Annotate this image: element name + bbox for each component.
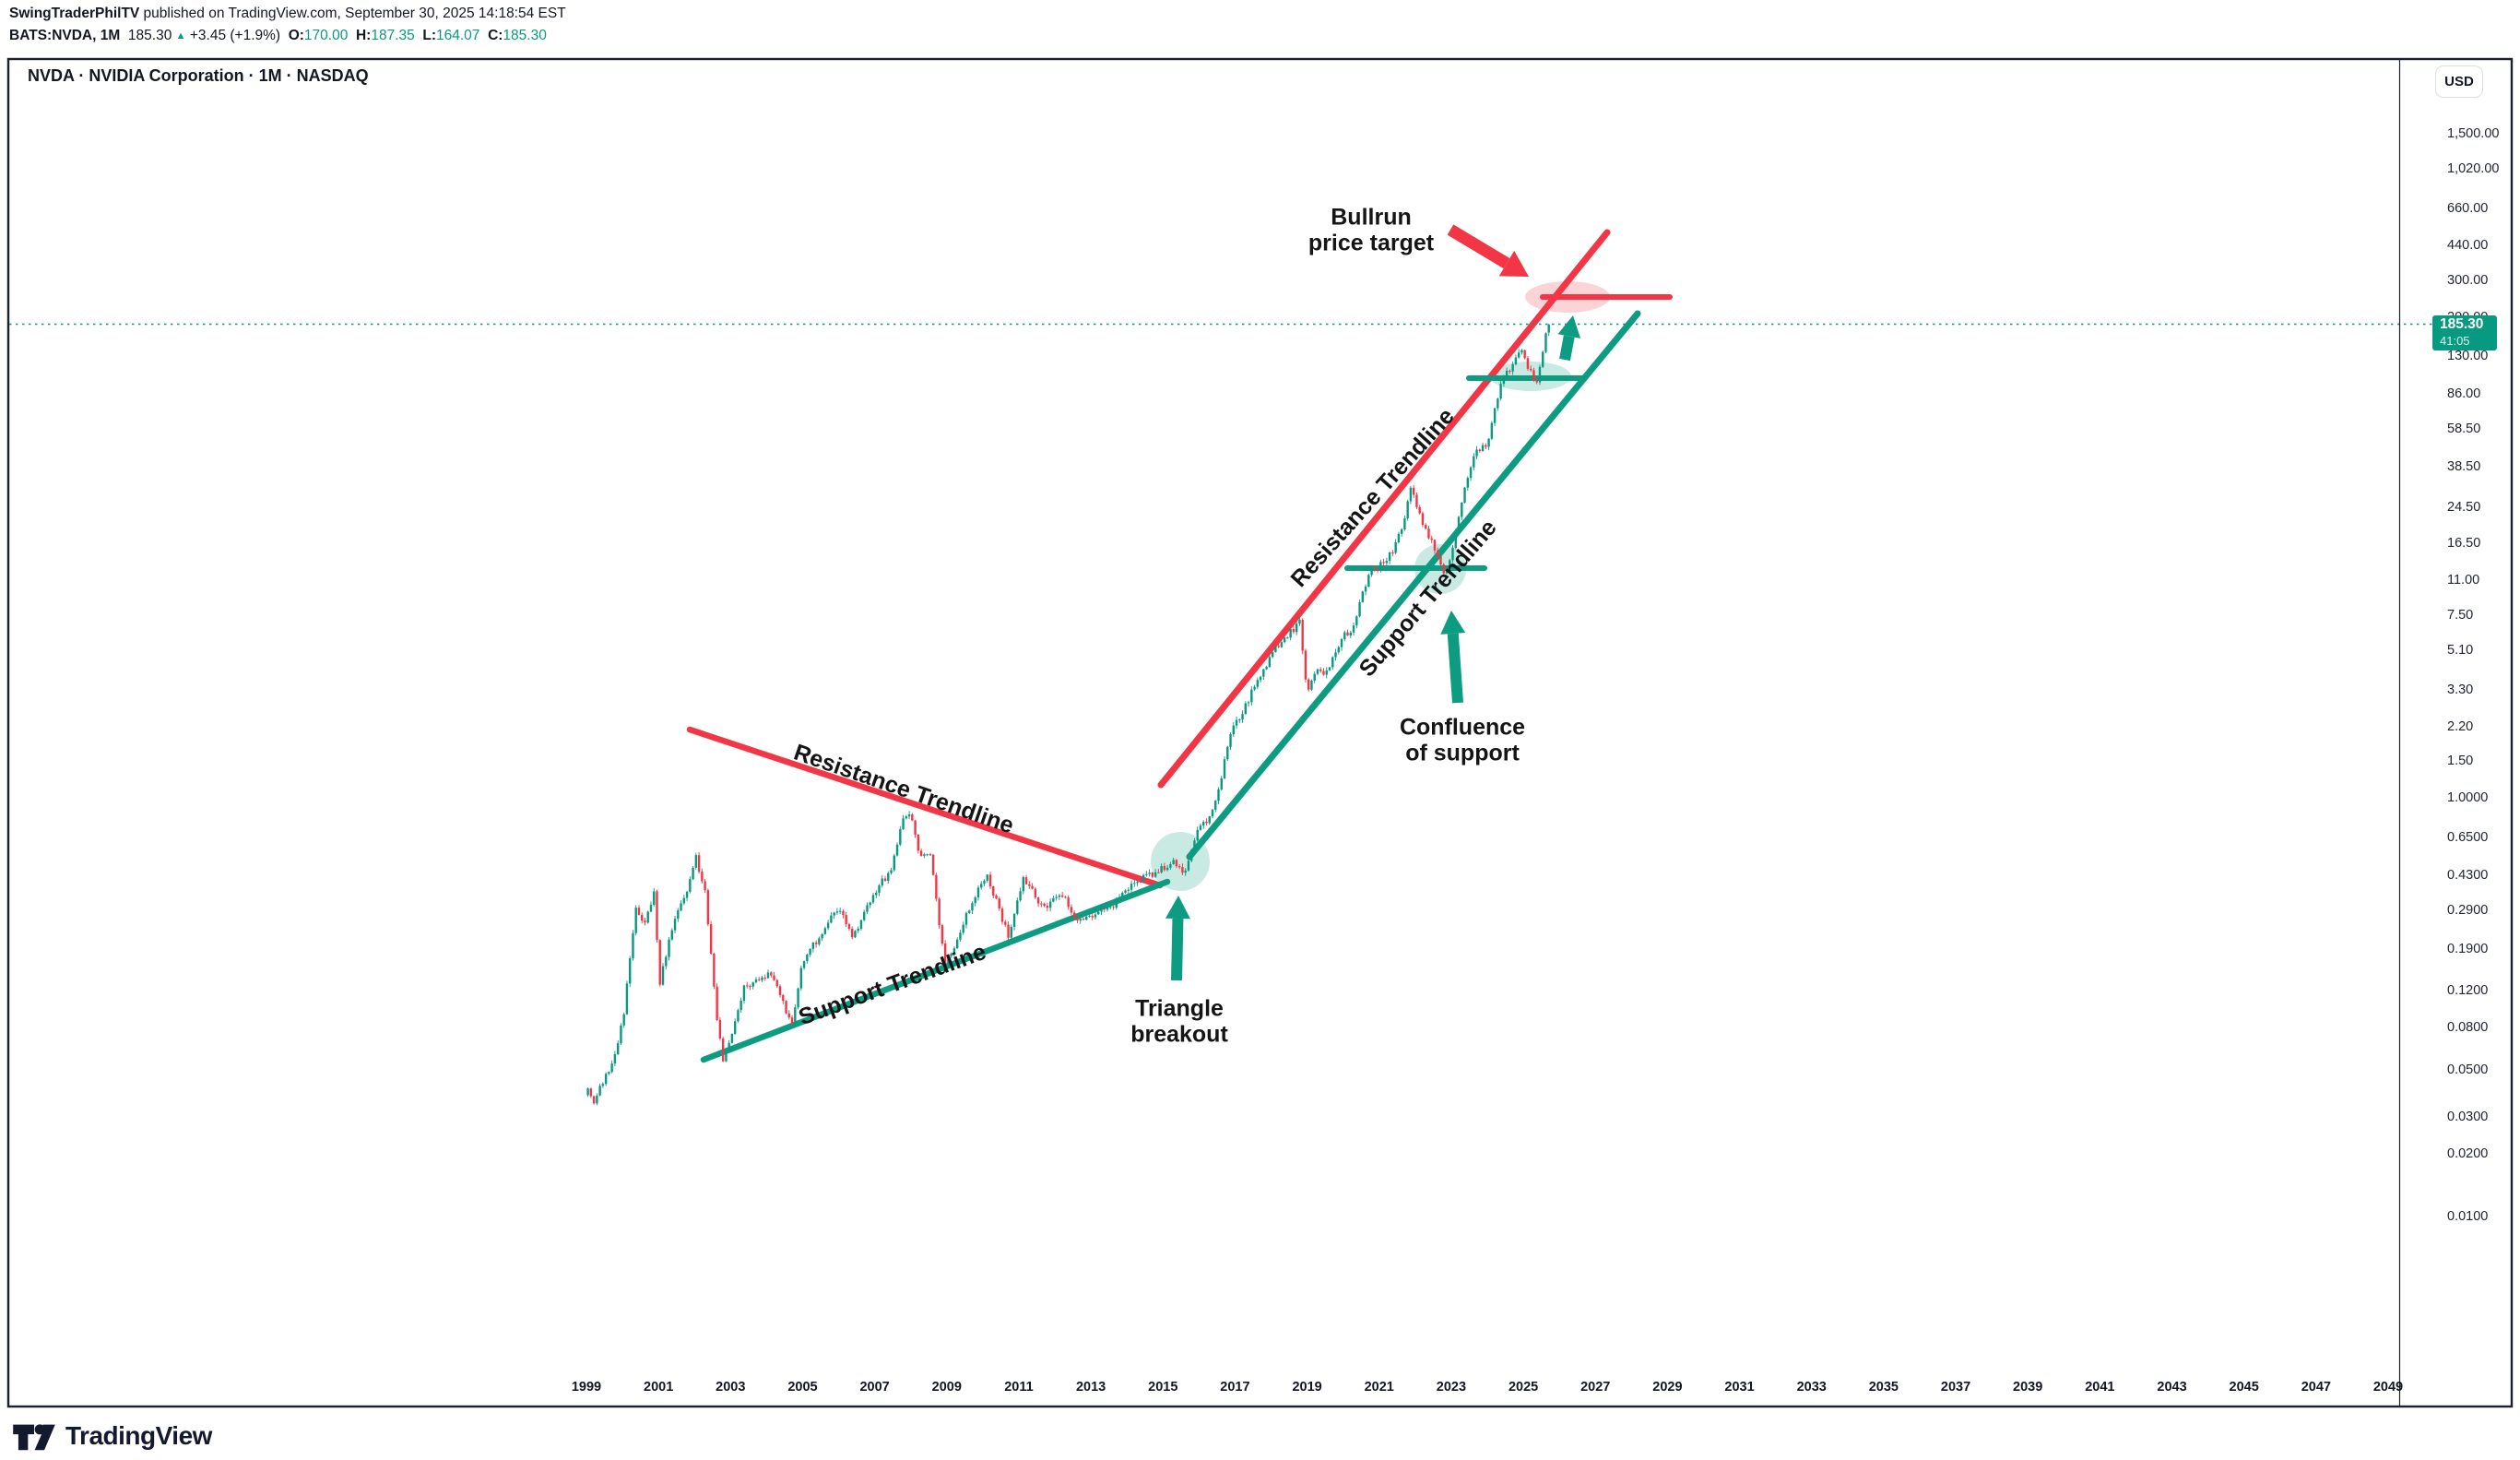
year-tick-label: 2007 — [859, 1380, 890, 1395]
price-tick-label: 660.00 — [2447, 200, 2489, 216]
price-tick-label: 0.4300 — [2447, 867, 2489, 883]
channel-resistance-line — [1157, 229, 1611, 789]
confluence-arrow-head — [1440, 611, 1466, 635]
price-tick-label: 0.1900 — [2447, 941, 2489, 956]
price-tick-label: 16.50 — [2447, 536, 2481, 552]
confluence-of-support-label: Confluence of support — [1399, 714, 1526, 766]
published-header: SwingTraderPhilTV published on TradingVi… — [9, 6, 566, 22]
year-tick-label: 2049 — [2372, 1380, 2404, 1395]
open-value: 170.00 — [303, 28, 349, 43]
price-tick-label: 58.50 — [2447, 421, 2481, 436]
price-tick-label: 1,020.00 — [2447, 161, 2500, 177]
currency-button[interactable]: USD — [2435, 65, 2483, 98]
low-label: L: — [422, 28, 437, 43]
year-tick-label: 2017 — [1220, 1380, 1250, 1395]
price-tick-label: 0.0100 — [2447, 1209, 2489, 1224]
candlestick-series — [586, 323, 1550, 1106]
high-label: H: — [355, 28, 372, 43]
price-tick-label: 0.0300 — [2447, 1109, 2489, 1124]
close-value: 185.30 — [503, 28, 547, 43]
year-tick-label: 2005 — [787, 1380, 818, 1395]
momentum-arrow-head — [1557, 315, 1581, 338]
symbol-interval: BATS:NVDA, 1M — [9, 28, 121, 43]
price-tick-label: 7.50 — [2447, 607, 2474, 623]
price-tick-label: 0.6500 — [2447, 829, 2489, 845]
year-tick-label: 2043 — [2157, 1380, 2187, 1395]
price-tick-label: 3.30 — [2447, 682, 2474, 697]
price-tick-label: 440.00 — [2447, 237, 2489, 253]
price-tick-label: 5.10 — [2447, 642, 2474, 658]
year-tick-label: 2029 — [1652, 1380, 1683, 1395]
year-tick-label: 2023 — [1436, 1380, 1467, 1395]
price-tick-label: 86.00 — [2447, 386, 2481, 401]
year-tick-label: 1999 — [571, 1380, 602, 1395]
close-label: C: — [488, 28, 503, 43]
bullrun-price-target-label: Bullrun price target — [1307, 204, 1435, 255]
year-tick-label: 2037 — [1940, 1380, 1971, 1395]
bullrun-arrow-head — [1498, 250, 1529, 277]
year-tick-label: 2033 — [1796, 1380, 1827, 1395]
year-tick-label: 2041 — [2085, 1380, 2115, 1395]
confluence-arrow — [1447, 633, 1463, 704]
year-tick-label: 2019 — [1292, 1380, 1322, 1395]
bar-countdown: 41:05 — [2440, 334, 2470, 348]
publisher-name: SwingTraderPhilTV — [9, 6, 140, 21]
year-tick-label: 2027 — [1580, 1380, 1611, 1395]
up-arrow-icon: ▲ — [175, 30, 186, 42]
chart-frame — [6, 57, 2514, 1408]
tradingview-logo-text: TradingView — [65, 1421, 212, 1450]
price-tick-label: 1.50 — [2447, 754, 2474, 769]
triangle-resistance-line — [686, 726, 1164, 889]
year-tick-label: 2001 — [644, 1380, 674, 1395]
open-label: O: — [288, 28, 304, 43]
year-tick-label: 2013 — [1075, 1380, 1106, 1395]
price-tick-label: 11.00 — [2447, 573, 2480, 588]
year-tick-label: 2015 — [1148, 1380, 1178, 1395]
published-info: published on TradingView.com, September … — [139, 6, 566, 21]
year-tick-label: 2039 — [2013, 1380, 2043, 1395]
symbol-ohlc-bar: BATS:NVDA, 1M 185.30 ▲ +3.45 (+1.9%) O:1… — [9, 28, 547, 44]
price-tick-label: 0.0500 — [2447, 1062, 2489, 1078]
price-change: +3.45 (+1.9%) — [189, 28, 281, 43]
year-tick-label: 2035 — [1868, 1380, 1899, 1395]
price-tick-label: 24.50 — [2447, 500, 2481, 516]
triangle-breakout-label: Triangle breakout — [1130, 995, 1228, 1047]
year-tick-label: 2003 — [716, 1380, 746, 1395]
year-tick-label: 2009 — [931, 1380, 962, 1395]
price-tick-label: 1.0000 — [2447, 790, 2489, 806]
current-price-value: 185.30 — [2440, 316, 2484, 332]
bullrun-arrow — [1447, 224, 1510, 269]
year-tick-label: 2021 — [1364, 1380, 1394, 1395]
chart-title: NVDA · NVIDIA Corporation · 1M · NASDAQ — [28, 66, 369, 85]
triangle-support-line — [700, 878, 1171, 1063]
price-tick-label: 1,500.00 — [2447, 126, 2500, 142]
price-tick-label: 0.0200 — [2447, 1145, 2489, 1161]
high-value: 187.35 — [371, 28, 415, 43]
year-tick-label: 2011 — [1004, 1380, 1034, 1395]
channel-support-line — [1186, 310, 1641, 861]
breakout-arrow-head — [1165, 896, 1190, 920]
price-tick-label: 0.2900 — [2447, 903, 2489, 919]
price-tick-label: 300.00 — [2447, 272, 2489, 288]
tradingview-logo-icon — [13, 1424, 55, 1451]
low-value: 164.07 — [436, 28, 480, 43]
year-tick-label: 2045 — [2229, 1380, 2259, 1395]
year-tick-label: 2025 — [1508, 1380, 1539, 1395]
price-tick-label: 2.20 — [2447, 718, 2474, 734]
price-tick-label: 130.00 — [2447, 348, 2489, 363]
tradingview-logo[interactable]: TradingView — [11, 1418, 212, 1454]
last-price: 185.30 — [127, 28, 172, 43]
momentum-arrow — [1559, 335, 1575, 362]
year-tick-label: 2047 — [2301, 1380, 2331, 1395]
price-tick-label: 0.1200 — [2447, 983, 2489, 999]
year-tick-label: 2031 — [1724, 1380, 1755, 1395]
price-tick-label: 0.0800 — [2447, 1020, 2489, 1036]
price-tick-label: 38.50 — [2447, 458, 2481, 474]
current-price-tag: 185.30 41:05 — [2432, 315, 2497, 350]
